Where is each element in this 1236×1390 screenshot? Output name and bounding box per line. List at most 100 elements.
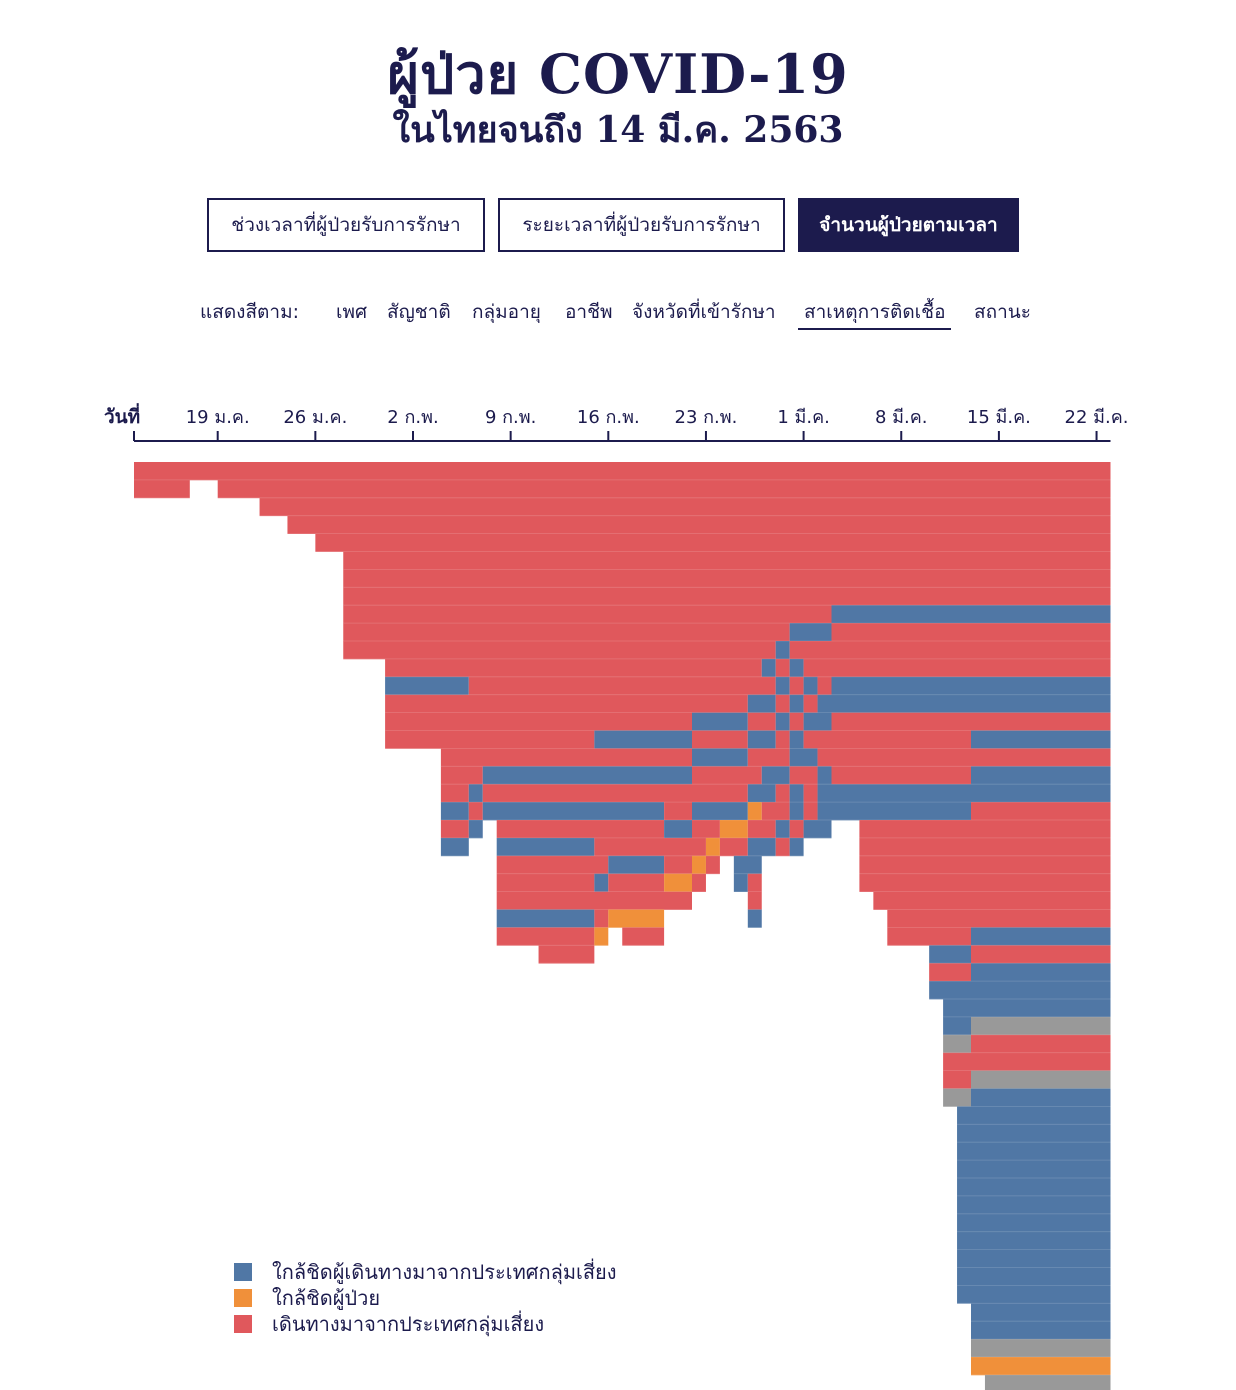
patient-segment (664, 802, 692, 821)
patient-segment (971, 766, 1111, 785)
patient-segment (315, 533, 1111, 552)
patient-segment (385, 658, 762, 678)
color-option-infection-cause[interactable]: สาเหตุการติดเชื้อ (798, 296, 952, 330)
patient-segment (971, 927, 1111, 946)
patient-segment (747, 837, 776, 857)
patient-segment (343, 587, 1111, 606)
patient-segment (761, 658, 776, 678)
patient-segment (943, 1088, 971, 1107)
x-axis-label: วันที่ (104, 403, 140, 428)
patient-segment (775, 712, 790, 731)
patient-segment (385, 712, 692, 731)
patient-segment (747, 873, 762, 892)
patient-segment (217, 479, 1111, 499)
patient-segment (775, 730, 790, 749)
patient-segment (984, 1374, 1111, 1390)
patient-segment (943, 1052, 1111, 1071)
patient-segment (831, 676, 1111, 696)
patient-segment (343, 641, 776, 660)
patient-segment (873, 891, 1111, 910)
patient-segment (789, 623, 832, 642)
patient-segment (971, 1339, 1111, 1358)
patient-segment (664, 820, 692, 839)
patient-segment (343, 605, 832, 624)
color-option-occupation[interactable]: อาชีพ (565, 301, 613, 323)
patient-segment (385, 676, 469, 696)
patient-segment (803, 712, 832, 731)
view-tabs: ช่วงเวลาที่ผู้ป่วยรับการรักษา ระยะเวลาที… (0, 198, 1236, 256)
patient-segment (971, 1034, 1111, 1054)
x-tick-label: 19 ม.ค. (186, 407, 250, 428)
patient-segment (929, 963, 971, 982)
patient-segment (343, 623, 790, 642)
patient-segment (957, 1213, 1111, 1233)
color-by-label: แสดงสีตาม: (200, 301, 299, 323)
patient-segment (468, 784, 483, 803)
patient-segment (803, 676, 818, 696)
patient-segment (971, 1357, 1111, 1376)
color-option-province[interactable]: จังหวัดที่เข้ารักษา (632, 301, 776, 323)
patient-segment (594, 837, 706, 857)
patient-segment (957, 1267, 1111, 1286)
color-option-nationality[interactable]: สัญชาติ (387, 301, 451, 323)
patient-segment (385, 730, 595, 749)
patient-segment (775, 820, 790, 839)
patient-segment (622, 927, 665, 946)
color-option-age-group[interactable]: กลุ่มอายุ (472, 301, 541, 323)
x-tick-label: 15 มี.ค. (967, 407, 1031, 428)
patient-segment (859, 855, 1111, 875)
patient-segment (440, 802, 469, 821)
patient-segment (831, 712, 1111, 731)
patient-segment (789, 676, 804, 696)
patient-segment (929, 981, 971, 1000)
patient-segment (440, 820, 469, 839)
patient-segment (943, 999, 1111, 1018)
patient-segment (664, 873, 692, 892)
patient-segment (943, 1016, 971, 1036)
x-tick-label: 23 ก.พ. (675, 407, 738, 428)
patient-segment (971, 802, 1111, 821)
patient-segment (957, 1106, 1111, 1125)
color-option-sex[interactable]: เพศ (336, 301, 368, 323)
tab-patients-over-time[interactable]: จำนวนผู้ป่วยตามเวลา (798, 198, 1019, 252)
patient-segment (789, 837, 804, 857)
patient-segment (538, 945, 595, 964)
patient-segment (943, 1070, 971, 1089)
patient-segment (971, 1016, 1111, 1036)
patient-segment (887, 927, 971, 946)
patient-segment (831, 605, 1111, 624)
patient-segment (971, 1070, 1111, 1089)
patient-segment (859, 873, 1111, 892)
legend-label: ใกล้ชิดผู้เดินทางมาจากประเทศกลุ่มเสี่ยง (272, 1260, 617, 1284)
patient-segment (803, 784, 818, 803)
tab-treatment-duration[interactable]: ระยะเวลาที่ผู้ป่วยรับการรักษา (498, 198, 785, 252)
patient-segment (705, 837, 720, 857)
patient-segment (957, 1195, 1111, 1215)
patient-segment (775, 676, 790, 696)
patient-segment (343, 551, 1111, 570)
patient-segment (594, 927, 609, 946)
patient-segment (761, 802, 790, 821)
patient-segment (440, 748, 692, 767)
x-tick-label: 1 มี.ค. (777, 407, 830, 428)
patient-segment (608, 873, 665, 892)
x-tick-label: 9 ก.พ. (485, 407, 536, 428)
patient-segment (775, 784, 790, 803)
patient-segment (482, 766, 692, 785)
patient-segment (287, 515, 1111, 534)
color-option-status[interactable]: สถานะ (974, 301, 1031, 323)
tab-treatment-period[interactable]: ช่วงเวลาที่ผู้ป่วยรับการรักษา (207, 198, 485, 252)
legend-label: ใกล้ชิดผู้ป่วย (272, 1286, 381, 1310)
patient-segment (971, 1321, 1111, 1340)
patient-segment (664, 855, 692, 875)
patient-segment (789, 658, 804, 678)
patient-segment (789, 766, 818, 785)
patient-segment (803, 694, 818, 713)
patient-segment (496, 927, 595, 946)
patient-segment (747, 730, 776, 749)
patient-segment (929, 945, 971, 964)
patient-segment (971, 730, 1111, 749)
patient-segment (817, 694, 1111, 713)
patient-segment (440, 784, 469, 803)
patient-segment (496, 855, 609, 875)
